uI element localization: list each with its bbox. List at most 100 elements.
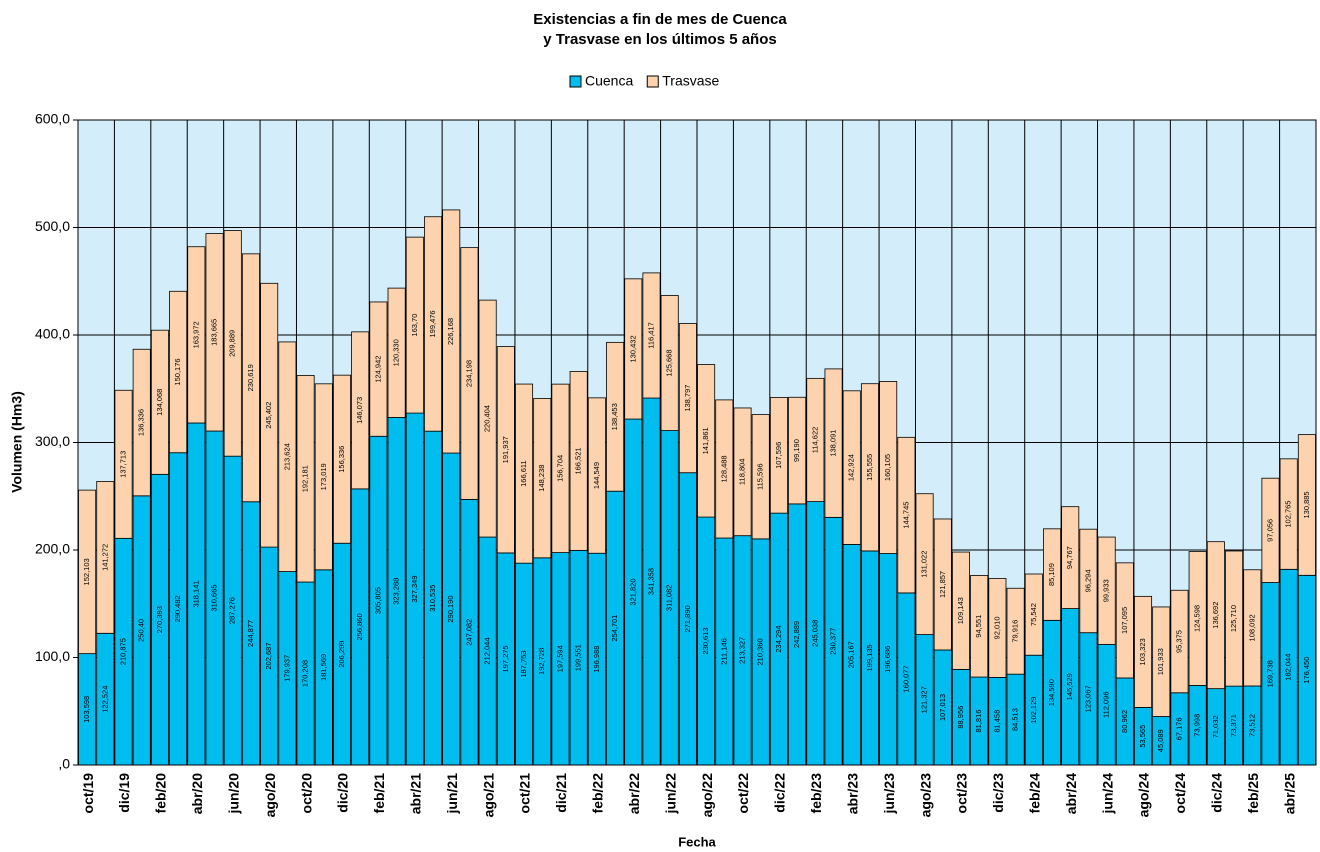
value-label: 213,327	[737, 637, 746, 664]
x-tick-label: ago/20	[262, 773, 278, 818]
value-label: 145,529	[1065, 673, 1074, 700]
value-label: 202,687	[264, 642, 273, 669]
value-label: 187,753	[519, 651, 528, 678]
x-tick-label: dic/19	[116, 773, 132, 813]
value-label: 84,513	[1011, 708, 1020, 731]
legend-swatch	[646, 75, 659, 88]
value-label: 142,924	[847, 454, 856, 481]
x-tick-label: jun/23	[881, 773, 897, 815]
value-label: 116,417	[646, 322, 655, 349]
value-label: 191,937	[501, 436, 510, 463]
bar-segment	[78, 489, 97, 655]
value-label: 341,358	[646, 568, 655, 595]
x-tick-label: abr/24	[1063, 773, 1079, 814]
value-label: 141,272	[100, 544, 109, 571]
bar-segment	[96, 481, 115, 634]
value-label: 103,598	[82, 696, 91, 723]
value-label: 128,488	[719, 455, 728, 482]
x-tick-label: abr/20	[189, 773, 205, 814]
value-label: 287,276	[228, 597, 237, 624]
value-label: 107,596	[774, 442, 783, 469]
value-label: 123,067	[1083, 685, 1092, 712]
value-label: 290,482	[173, 595, 182, 622]
value-label: 245,038	[810, 620, 819, 647]
value-label: 121,327	[920, 686, 929, 713]
value-label: 94,767	[1065, 546, 1074, 569]
value-label: 290,190	[446, 595, 455, 622]
value-label: 73,512	[1247, 714, 1256, 737]
value-label: 103,323	[1138, 638, 1147, 665]
value-label: 244,877	[246, 620, 255, 647]
value-label: 107,095	[1120, 607, 1129, 634]
x-tick-label: feb/23	[808, 773, 824, 814]
value-label: 210,875	[118, 638, 127, 665]
value-label: 75,542	[1029, 603, 1038, 626]
value-label: 107,013	[938, 694, 947, 721]
value-label: 197,275	[501, 645, 510, 672]
x-tick-label: jun/20	[225, 773, 241, 815]
value-label: 310,665	[210, 584, 219, 611]
value-label: 71,032	[1211, 715, 1220, 738]
y-axis-label: Volumen (Hm3)	[9, 391, 25, 493]
value-label: 270,393	[155, 606, 164, 633]
value-label: 213,624	[282, 443, 291, 470]
value-label: 196,988	[592, 646, 601, 673]
x-tick-label: abr/22	[626, 773, 642, 814]
value-label: 230,613	[701, 627, 710, 654]
value-label: 130,432	[628, 335, 637, 362]
value-label: 179,937	[282, 655, 291, 682]
value-label: 148,238	[537, 465, 546, 492]
value-label: 121,857	[938, 571, 947, 598]
value-label: 212,044	[483, 637, 492, 664]
bar-segment	[351, 331, 370, 490]
value-label: 327,349	[410, 575, 419, 602]
y-tick-label: 200,0	[35, 541, 70, 557]
chart-title: y Trasvase en los últimos 5 años	[543, 31, 776, 48]
value-label: 163,972	[191, 321, 200, 348]
value-label: 323,288	[392, 578, 401, 605]
value-label: 125,710	[1229, 605, 1238, 632]
value-label: 156,336	[337, 446, 346, 473]
value-label: 99,190	[792, 439, 801, 462]
value-label: 234,198	[464, 360, 473, 387]
value-label: 321,820	[628, 578, 637, 605]
x-tick-label: jun/21	[444, 773, 460, 815]
value-label: 226,168	[446, 318, 455, 345]
value-label: 97,056	[1265, 519, 1274, 542]
value-label: 156,704	[555, 455, 564, 482]
value-label: 181,569	[319, 654, 328, 681]
y-tick-label: 600,0	[35, 111, 70, 127]
value-label: 163,70	[410, 314, 419, 337]
value-label: 206,299	[337, 641, 346, 668]
value-label: 109,143	[956, 597, 965, 624]
value-label: 247,082	[464, 619, 473, 646]
value-label: 183,665	[210, 319, 219, 346]
value-label: 209,889	[228, 330, 237, 357]
value-label: 92,010	[992, 617, 1001, 640]
y-tick-label: 400,0	[35, 326, 70, 342]
y-tick-label: 500,0	[35, 218, 70, 234]
value-label: 137,713	[118, 451, 127, 478]
x-tick-label: dic/23	[990, 773, 1006, 813]
value-label: 136,692	[1211, 602, 1220, 629]
x-tick-label: ago/23	[917, 773, 933, 818]
value-label: 155,555	[865, 454, 874, 481]
value-label: 254,701	[610, 615, 619, 642]
x-tick-label: dic/22	[772, 773, 788, 813]
value-label: 242,889	[792, 621, 801, 648]
value-label: 138,091	[829, 430, 838, 457]
value-label: 102,129	[1029, 697, 1038, 724]
value-label: 120,330	[392, 339, 401, 366]
value-label: 96,294	[1083, 569, 1092, 592]
value-label: 199,476	[428, 310, 437, 337]
value-label: 88,956	[956, 706, 965, 729]
value-label: 138,797	[683, 385, 692, 412]
value-label: 94,551	[974, 615, 983, 638]
legend-swatch	[569, 75, 582, 88]
x-tick-label: abr/21	[408, 773, 424, 814]
value-label: 81,458	[992, 710, 1001, 733]
value-label: 311,082	[665, 585, 674, 612]
value-label: 318,141	[191, 580, 200, 607]
x-tick-label: feb/24	[1027, 773, 1043, 814]
